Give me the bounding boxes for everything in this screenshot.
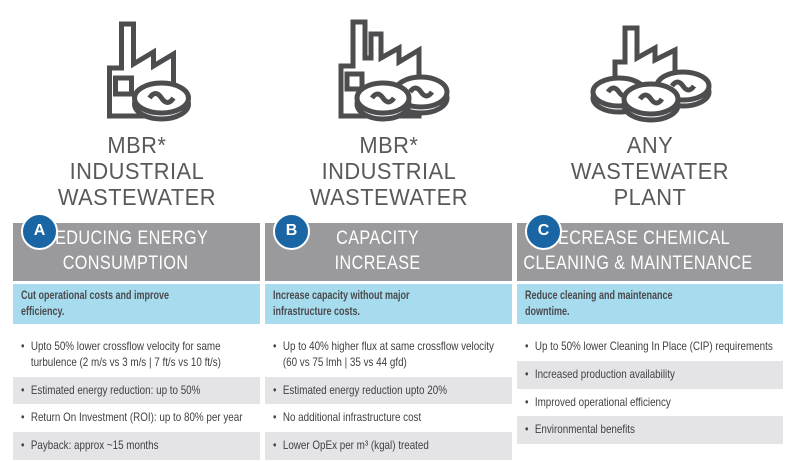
factory-two-coins-icon xyxy=(338,19,450,122)
list-item: • Environmental benefits xyxy=(517,416,783,445)
badge-a: A xyxy=(21,212,58,250)
benefit-list: • Up to 40% higher flux at same crossflow… xyxy=(265,333,512,461)
column-b: MBR* INDUSTRIAL WASTEWATER B CAPACITY IN… xyxy=(265,6,512,461)
bullet-dot-icon: • xyxy=(21,382,25,397)
bullet-dot-icon: • xyxy=(525,394,529,409)
benefit-list: • Upto 50% lower crossflow velocity for s… xyxy=(13,333,260,461)
plant-type-title: MBR* INDUSTRIAL WASTEWATER xyxy=(265,132,512,210)
bullet-dot-icon: • xyxy=(273,438,277,453)
list-item: • Improved operational efficiency xyxy=(525,394,671,409)
title-line: MBR* xyxy=(107,132,166,158)
heading-line: INCREASE xyxy=(334,252,421,274)
title-line: WASTEWATER xyxy=(57,183,216,210)
list-item: • No additional infrastructure cost xyxy=(273,410,422,425)
icon-wrap-a xyxy=(13,6,260,124)
heading-line: CAPACITY xyxy=(335,228,419,250)
heading-line: REDUCING ENERGY xyxy=(42,228,208,250)
title-line: WASTEWATER xyxy=(309,183,468,210)
list-item: • Increased production availability xyxy=(517,360,783,389)
bullet-dot-icon: • xyxy=(525,338,529,353)
title-line: MBR* xyxy=(359,132,418,158)
icon-wrap-b xyxy=(265,6,512,124)
bullet-dot-icon: • xyxy=(21,338,25,353)
bullet-dot-icon: • xyxy=(273,410,277,425)
title-line: PLANT xyxy=(613,183,687,210)
benefit-block-b: B CAPACITY INCREASE Increase capacity wi… xyxy=(265,212,512,461)
title-line: INDUSTRIAL xyxy=(321,157,456,184)
benefit-subtitle-band: Cut operational costs and improve effici… xyxy=(13,283,260,324)
plant-type-title: MBR* INDUSTRIAL WASTEWATER xyxy=(13,132,260,210)
list-item: • Up to 50% lower Cleaning In Place (CIP)… xyxy=(525,338,773,353)
bullet-dot-icon: • xyxy=(21,438,25,453)
factory-three-coins-icon xyxy=(590,25,711,123)
list-item: • Estimated energy reduction: up to 50% xyxy=(13,376,260,405)
bullet-dot-icon: • xyxy=(273,382,277,397)
benefit-block-c: C DECREASE CHEMICAL CLEANING & MAINTENAN… xyxy=(517,212,783,445)
benefit-subtitle: Reduce cleaning and maintenance downtime… xyxy=(525,288,673,318)
bullet-dot-icon: • xyxy=(21,410,25,425)
bullet-dot-icon: • xyxy=(273,338,277,353)
list-item: • Payback: approx ~15 months xyxy=(13,432,260,461)
list-item: • Return On Investment (ROI): up to 80% p… xyxy=(21,410,243,425)
title-line: WASTEWATER xyxy=(570,157,730,184)
bullet-dot-icon: • xyxy=(525,422,529,437)
list-item: • Upto 50% lower crossflow velocity for s… xyxy=(21,338,221,369)
benefit-block-a: A REDUCING ENERGY CONSUMPTION Cut operat… xyxy=(13,212,260,461)
icon-wrap-c xyxy=(517,6,783,124)
badge-c: C xyxy=(525,212,562,250)
heading-line: CONSUMPTION xyxy=(62,252,189,274)
heading-line: CLEANING & MAINTENANCE xyxy=(523,252,753,274)
benefit-subtitle-band: Reduce cleaning and maintenance downtime… xyxy=(517,283,783,324)
benefit-list: • Up to 50% lower Cleaning In Place (CIP)… xyxy=(517,333,783,445)
benefit-subtitle: Increase capacity without major infrastr… xyxy=(273,288,410,318)
benefit-subtitle-band: Increase capacity without major infrastr… xyxy=(265,283,512,324)
badge-b: B xyxy=(273,212,310,250)
bullet-dot-icon: • xyxy=(525,366,529,381)
benefit-heading-band: DECREASE CHEMICAL CLEANING & MAINTENANCE xyxy=(517,222,783,281)
plant-type-title: ANY WASTEWATER PLANT xyxy=(517,132,783,210)
factory-one-coin-icon xyxy=(106,21,191,122)
list-item: • Up to 40% higher flux at same crossflow… xyxy=(273,338,494,369)
title-line: INDUSTRIAL xyxy=(69,157,204,184)
column-c: ANY WASTEWATER PLANT C DECREASE CHEMICAL… xyxy=(517,6,783,461)
list-item: • Lower OpEx per m³ (kgal) treated xyxy=(265,432,512,461)
column-a: MBR* INDUSTRIAL WASTEWATER A REDUCING EN… xyxy=(13,6,260,461)
title-line: ANY xyxy=(626,132,674,158)
benefit-subtitle: Cut operational costs and improve effici… xyxy=(21,288,170,318)
list-item: • Estimated energy reduction upto 20% xyxy=(265,376,512,405)
heading-line: DECREASE CHEMICAL xyxy=(546,228,731,250)
